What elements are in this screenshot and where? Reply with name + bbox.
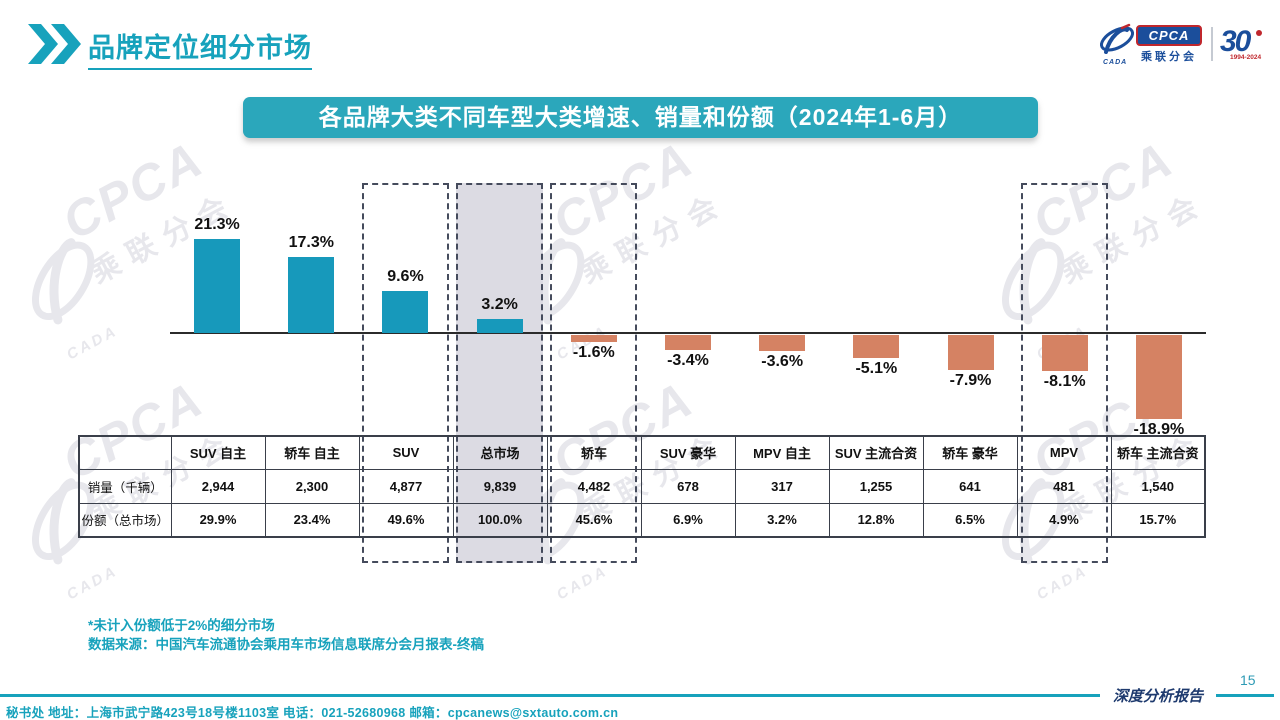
share-轿车 主流合资: 15.7% (1110, 502, 1206, 538)
chart-title-banner: 各品牌大类不同车型大类增速、销量和份额（2024年1-6月） (243, 97, 1038, 138)
bar-value-label-轿车 豪华: -7.9% (949, 371, 992, 389)
highlight-box-MPV (1021, 183, 1109, 563)
header-轿车: 轿车 (546, 435, 642, 470)
anniversary-dot-icon (1256, 30, 1262, 36)
cpca-logo: CADA CPCA 乘联分会 30 1994-2024 (1096, 22, 1276, 66)
bar-MPV (1041, 335, 1088, 371)
footnote-share-threshold: *未计入份额低于2%的细分市场 (88, 618, 275, 633)
header-MPV 自主: MPV 自主 (734, 435, 830, 470)
bar-轿车 豪华 (947, 335, 994, 370)
header-SUV 主流合资: SUV 主流合资 (828, 435, 924, 470)
page-number: 15 (1240, 672, 1256, 688)
share-SUV 主流合资: 12.8% (828, 502, 924, 538)
bar-SUV (382, 290, 429, 333)
highlight-box-SUV (361, 183, 450, 563)
bar-value-label-SUV 自主: 21.3% (194, 215, 240, 233)
footer-rule-left (0, 694, 1100, 697)
sales-轿车 豪华: 641 (922, 468, 1018, 504)
header-MPV: MPV (1016, 435, 1112, 470)
bar-value-label-SUV 主流合资: -5.1% (855, 359, 898, 377)
cpca-emblem-icon: CADA (1099, 23, 1135, 66)
share-SUV 自主: 29.9% (170, 502, 266, 538)
bar-SUV 主流合资 (853, 335, 900, 358)
share-轿车 自主: 23.4% (264, 502, 360, 538)
footer-address: 秘书处 地址：上海市武宁路423号18号楼1103室 电话：021-526809… (6, 706, 619, 720)
bar-MPV 自主 (759, 335, 806, 351)
bar-轿车 (570, 335, 617, 343)
bar-轿车 自主 (288, 256, 335, 333)
header-SUV 豪华: SUV 豪华 (640, 435, 736, 470)
sales-轿车 自主: 2,300 (264, 468, 360, 504)
share-轿车: 45.6% (546, 502, 642, 538)
header-轿车 主流合资: 轿车 主流合资 (1110, 435, 1206, 470)
bar-轿车 主流合资 (1135, 335, 1182, 419)
footer-rule-right (1216, 694, 1274, 697)
header-总市场: 总市场 (452, 435, 548, 470)
bar-value-label-总市场: 3.2% (481, 295, 518, 313)
page-title: 品牌定位细分市场 (88, 26, 312, 70)
sales-SUV 豪华: 678 (640, 468, 736, 504)
header-SUV: SUV (358, 435, 454, 470)
table-corner-cell (78, 435, 172, 470)
sales-轿车 主流合资: 1,540 (1110, 468, 1206, 504)
bar-value-label-SUV 豪华: -3.4% (667, 352, 709, 370)
double-chevron-icon (28, 24, 81, 64)
header-轿车 豪华: 轿车 豪华 (922, 435, 1018, 470)
bar-value-label-轿车 主流合资: -18.9% (1133, 420, 1185, 438)
highlight-box-轿车 (550, 183, 638, 563)
sales-row-label: 销量（千辆） (78, 468, 172, 504)
header-SUV 自主: SUV 自主 (170, 435, 266, 470)
header-轿车 自主: 轿车 自主 (264, 435, 360, 470)
cpca-wordmark: CPCA (1136, 24, 1202, 46)
bar-value-label-轿车: -1.6% (572, 344, 615, 362)
anniversary-years: 1994-2024 (1230, 54, 1262, 61)
report-name: 深度分析报告 (1112, 687, 1203, 705)
share-row: 份额（总市场） 29.9% 23.4% 49.6% 100.0% 45.6% 6.9% 3.2… (78, 502, 1206, 538)
data-table: SUV 自主 轿车 自主 SUV 总市场 轿车 SUV 豪华 MPV 自主 SUV 主流合资轿… (78, 435, 1206, 538)
share-SUV: 49.6% (358, 502, 454, 538)
anniversary-30-logo: 30 1994-2024 (1220, 27, 1276, 61)
share-SUV 豪华: 6.9% (640, 502, 736, 538)
logo-divider (1211, 27, 1213, 61)
anniversary-number: 30 (1220, 25, 1251, 58)
cpca-chinese-name: 乘联分会 (1141, 50, 1197, 63)
bar-value-label-MPV 自主: -3.6% (761, 352, 804, 370)
header-row: SUV 自主 轿车 自主 SUV 总市场 轿车 SUV 豪华 MPV 自主 SUV 主流合资轿… (78, 435, 1206, 470)
sales-总市场: 9,839 (452, 468, 548, 504)
sales-SUV: 4,877 (358, 468, 454, 504)
share-MPV 自主: 3.2% (734, 502, 830, 538)
x-axis-baseline (170, 332, 1206, 334)
bar-SUV 自主 (194, 238, 241, 333)
share-MPV: 4.9% (1016, 502, 1112, 538)
share-轿车 豪华: 6.5% (922, 502, 1018, 538)
highlight-box-总市场 (456, 183, 544, 563)
svg-text:CADA: CADA (1103, 59, 1127, 66)
sales-SUV 自主: 2,944 (170, 468, 266, 504)
bar-总市场 (476, 318, 523, 333)
footnote-data-source: 数据来源：中国汽车流通协会乘用车市场信息联席分会月报表-终稿 (88, 637, 484, 652)
share-总市场: 100.0% (452, 502, 548, 538)
sales-row: 销量（千辆） 2,944 2,300 4,877 9,839 4,482 678 317 1,2… (78, 468, 1206, 504)
sales-MPV 自主: 317 (734, 468, 830, 504)
bar-value-label-MPV: -8.1% (1043, 372, 1086, 390)
bar-value-label-轿车 自主: 17.3% (288, 233, 334, 251)
bar-value-label-SUV: 9.6% (387, 267, 424, 285)
sales-轿车: 4,482 (546, 468, 642, 504)
bar-SUV 豪华 (664, 335, 711, 351)
share-row-label: 份额（总市场） (78, 502, 172, 538)
sales-SUV 主流合资: 1,255 (828, 468, 924, 504)
sales-MPV: 481 (1016, 468, 1112, 504)
